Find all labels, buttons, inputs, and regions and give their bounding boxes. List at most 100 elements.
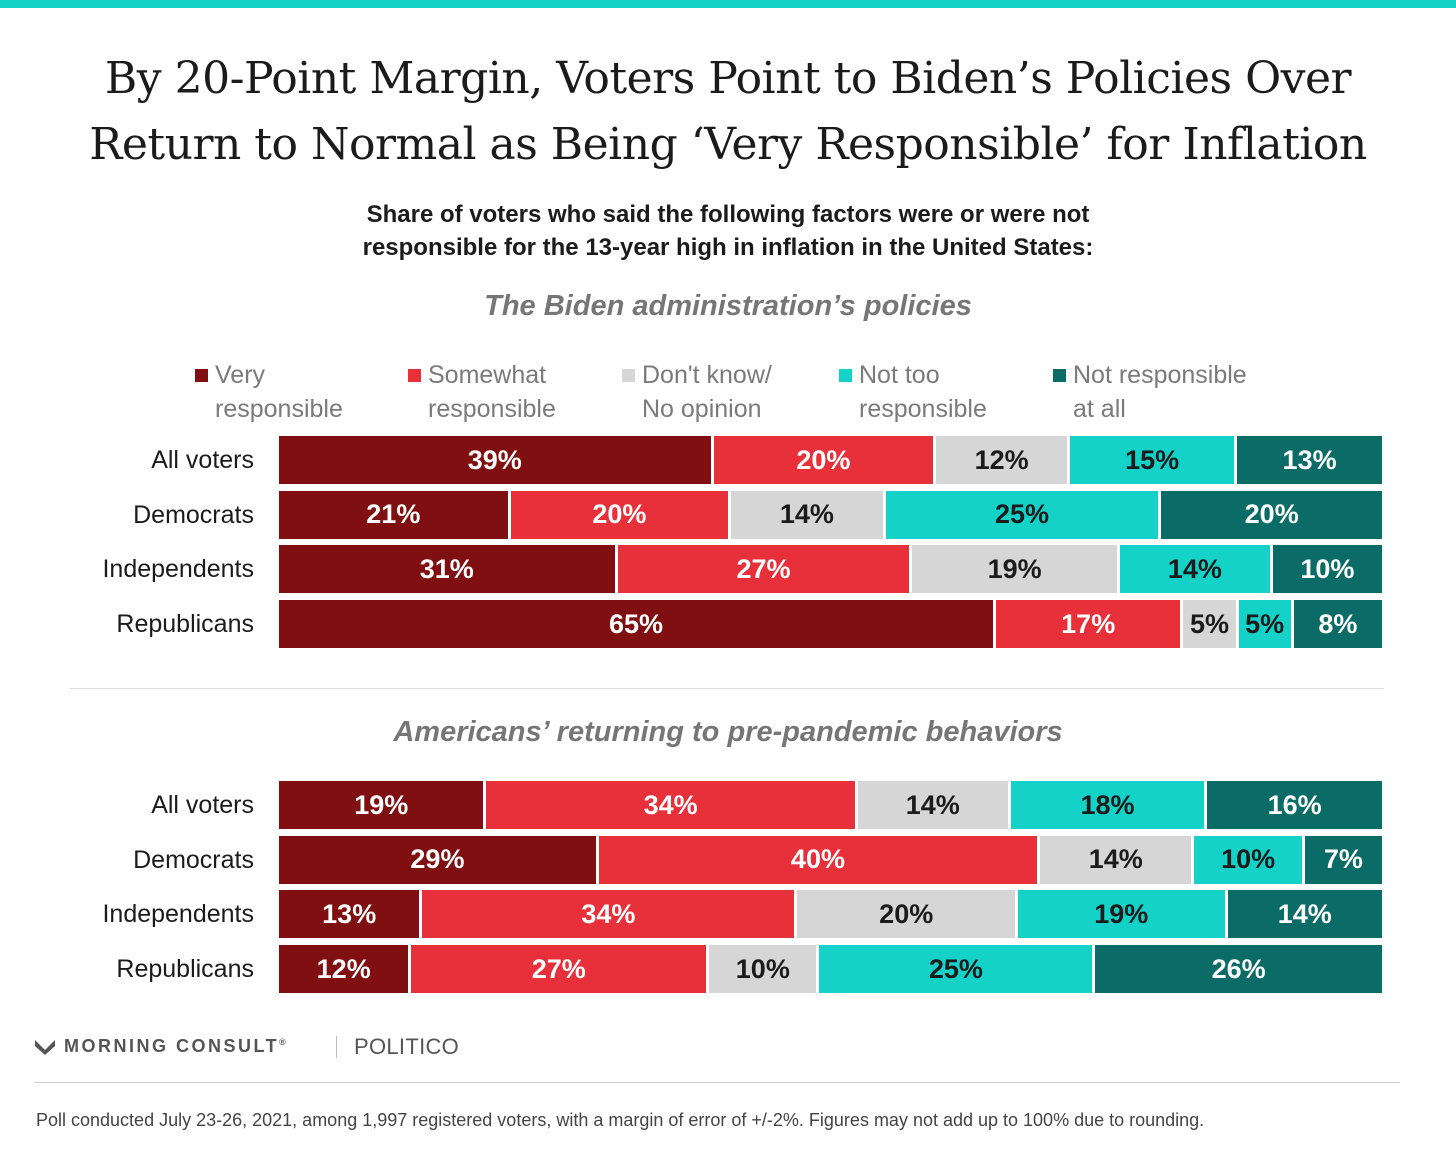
bar-segment: 39% <box>279 436 711 484</box>
bar-value-label: 20% <box>1244 499 1299 530</box>
bar-row: 21% 20% 14% 25% 20% <box>279 490 1382 539</box>
legend-label-line2: responsible <box>859 395 987 423</box>
legend-label-line1: Not too <box>859 361 940 389</box>
bar-segment: 20% <box>713 436 934 484</box>
legend: Very responsible Somewhat responsible Do… <box>0 358 1456 428</box>
legend-swatch-nottoo <box>839 369 852 382</box>
bar-value-label: 20% <box>879 898 934 929</box>
bar-value-label: 10% <box>1300 553 1355 584</box>
bar-segment: 8% <box>1293 600 1382 649</box>
bar-segment: 21% <box>279 490 508 539</box>
bar-value-label: 34% <box>581 898 636 929</box>
bar-value-label: 14% <box>1167 553 1222 584</box>
logo-separator <box>336 1036 337 1058</box>
bar-value-label: 17% <box>1061 608 1116 639</box>
bar-value-label: 19% <box>1094 898 1149 929</box>
legend-label-line1: Don't know/ <box>642 361 772 389</box>
category-label: Republicans <box>116 955 254 984</box>
category-label: Independents <box>102 900 254 929</box>
legend-label-line2: responsible <box>428 395 556 423</box>
morning-consult-logo-icon <box>35 1040 55 1055</box>
legend-label-line2: at all <box>1073 395 1126 423</box>
bar-segment: 14% <box>1119 545 1270 594</box>
bar-segment: 20% <box>797 890 1015 939</box>
legend-item-very: Very responsible <box>195 358 343 426</box>
bar-segment: 16% <box>1207 781 1382 829</box>
bar-segment: 25% <box>885 490 1159 539</box>
legend-item-dontknow: Don't know/ No opinion <box>622 358 772 426</box>
bar-row: 29% 40% 14% 10% 7% <box>279 835 1382 884</box>
bar-segment: 26% <box>1095 945 1382 994</box>
bar-segment: 7% <box>1304 835 1382 884</box>
bar-value-label: 29% <box>410 844 465 875</box>
bar-row: 39% 20% 12% 15% 13% <box>279 436 1382 484</box>
bar-value-label: 16% <box>1267 789 1322 820</box>
bar-value-label: 14% <box>1277 898 1332 929</box>
legend-swatch-notatall <box>1053 369 1066 382</box>
bar-row: 12% 27% 10% 25% 26% <box>279 945 1382 994</box>
category-label: Republicans <box>116 610 254 639</box>
bar-segment: 27% <box>411 945 707 994</box>
bar-segment: 10% <box>709 945 817 994</box>
top-accent-bar <box>0 0 1456 8</box>
brand-name: MORNING CONSULT® <box>64 1036 286 1057</box>
bar-value-label: 12% <box>316 953 371 984</box>
bar-segment: 5% <box>1183 600 1236 649</box>
legend-item-notatall: Not responsible at all <box>1053 358 1247 426</box>
bar-value-label: 12% <box>974 444 1029 475</box>
bar-value-label: 13% <box>1282 444 1337 475</box>
legend-label-line1: Somewhat <box>428 361 547 389</box>
bar-value-label: 5% <box>1190 608 1230 639</box>
title-line-2: Return to Normal as Being ‘Very Responsi… <box>89 119 1367 170</box>
legend-label-line1: Not responsible <box>1073 361 1247 389</box>
brand-mark: ® <box>279 1037 286 1047</box>
legend-swatch-dontknow <box>622 369 635 382</box>
bar-value-label: 13% <box>322 898 377 929</box>
bar-segment: 40% <box>598 835 1038 884</box>
bar-value-label: 26% <box>1211 953 1266 984</box>
bar-value-label: 18% <box>1080 789 1135 820</box>
bar-value-label: 19% <box>987 553 1042 584</box>
legend-item-somewhat: Somewhat responsible <box>408 358 556 426</box>
bar-segment: 14% <box>1227 890 1382 939</box>
legend-swatch-very <box>195 369 208 382</box>
legend-label-line2: No opinion <box>642 395 762 423</box>
bar-value-label: 5% <box>1245 608 1285 639</box>
bar-value-label: 34% <box>643 789 698 820</box>
partner-name: POLITICO <box>354 1034 460 1059</box>
bar-segment: 18% <box>1010 781 1205 829</box>
bar-value-label: 14% <box>905 789 960 820</box>
bar-segment: 14% <box>857 781 1008 829</box>
subtitle-line-2: responsible for the 13-year high in infl… <box>362 234 1094 261</box>
bar-segment: 34% <box>422 890 795 939</box>
bar-value-label: 27% <box>736 553 791 584</box>
bar-row: 13% 34% 20% 19% 14% <box>279 890 1382 939</box>
bar-value-label: 21% <box>366 499 421 530</box>
bar-segment: 10% <box>1272 545 1382 594</box>
bar-segment: 31% <box>279 545 615 594</box>
bar-segment: 25% <box>819 945 1093 994</box>
bar-value-label: 25% <box>928 953 983 984</box>
brand-text: MORNING CONSULT <box>64 1036 280 1056</box>
panel-title-biden: The Biden administration’s policies <box>484 290 972 322</box>
bar-segment: 20% <box>1161 490 1382 539</box>
subtitle-line-1: Share of voters who said the following f… <box>366 201 1090 228</box>
bar-segment: 17% <box>995 600 1181 649</box>
bar-segment: 29% <box>279 835 596 884</box>
bar-segment: 19% <box>279 781 484 829</box>
legend-label-line2: responsible <box>215 395 343 423</box>
category-label: Independents <box>102 555 254 584</box>
bar-segment: 27% <box>617 545 910 594</box>
bar-segment: 14% <box>731 490 883 539</box>
title-line-1: By 20-Point Margin, Voters Point to Bide… <box>104 53 1352 104</box>
bar-row: 65% 17% 5% 5% 8% <box>279 600 1382 649</box>
bar-segment: 13% <box>279 890 420 939</box>
footer-rule <box>34 1082 1400 1083</box>
bar-segment: 14% <box>1040 835 1192 884</box>
panel-title-pandemic: Americans’ returning to pre-pandemic beh… <box>393 716 1063 748</box>
bar-value-label: 8% <box>1318 608 1358 639</box>
bar-segment: 5% <box>1238 600 1291 649</box>
bar-segment: 12% <box>279 945 409 994</box>
bar-value-label: 15% <box>1125 444 1180 475</box>
chart-subtitle: Share of voters who said the following f… <box>0 198 1456 264</box>
